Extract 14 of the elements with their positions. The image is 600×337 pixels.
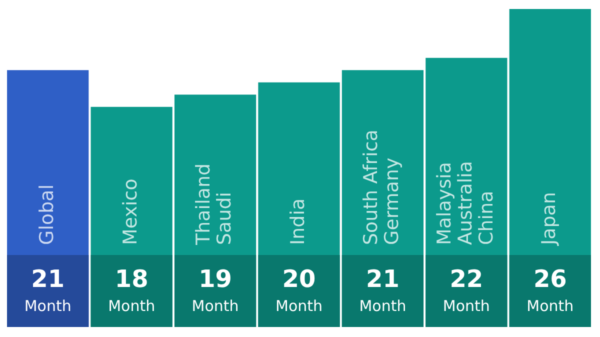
- data-label: 22 Month: [442, 265, 490, 315]
- x-tick-label: Mexico: [120, 178, 142, 245]
- data-label: 21 Month: [359, 265, 406, 315]
- data-label: 26 Month: [526, 265, 574, 315]
- data-label: 19 Month: [192, 265, 239, 315]
- x-tick-label: Global: [36, 184, 58, 245]
- x-tick-label: Japan: [538, 192, 560, 246]
- x-tick-label: Thailand Saudi: [192, 163, 236, 246]
- data-label: 21 Month: [24, 265, 72, 315]
- x-tick-label: South Africa Germany: [360, 130, 404, 245]
- data-label: 18 Month: [108, 265, 156, 315]
- x-tick-label: Malaysia Australia China: [433, 160, 498, 245]
- x-tick-label: India: [286, 198, 309, 245]
- data-label: 20 Month: [275, 265, 323, 315]
